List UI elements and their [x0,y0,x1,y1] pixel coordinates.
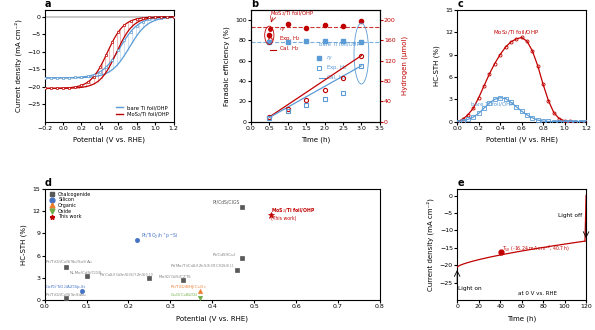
Y-axis label: Current density (mA cm⁻²): Current density (mA cm⁻²) [427,198,434,291]
Y-axis label: Current density (mA cm⁻²): Current density (mA cm⁻²) [14,19,22,112]
Text: Pt/TiO$_2$/n$^+$p$^-$Si: Pt/TiO$_2$/n$^+$p$^-$Si [141,231,178,241]
Text: Pt/CdS/CIGS: Pt/CdS/CIGS [212,200,240,205]
Y-axis label: Faradaic efficiency (%): Faradaic efficiency (%) [223,26,230,106]
Text: $\eta_f$: $\eta_f$ [327,54,334,62]
X-axis label: Potential (V vs. RHE): Potential (V vs. RHE) [176,315,248,321]
X-axis label: Time (h): Time (h) [300,136,330,143]
Text: Pt/TiO$_2$/BHJ/CuO$_x$: Pt/TiO$_2$/BHJ/CuO$_x$ [170,283,207,291]
X-axis label: Potential (V vs. RHE): Potential (V vs. RHE) [486,136,558,143]
Text: CoP$_2$/TiO$_2$/AZO/p-Si: CoP$_2$/TiO$_2$/AZO/p-Si [45,282,86,291]
Y-axis label: HC-STH (%): HC-STH (%) [21,224,27,265]
Text: Cal. H$_2$: Cal. H$_2$ [278,45,299,53]
Text: Pt/TiO$_2$/CdS/SnS/Au: Pt/TiO$_2$/CdS/SnS/Au [45,292,86,299]
Text: Exp. H$_2$: Exp. H$_2$ [327,63,349,72]
Text: Pt/CdS/ICuI: Pt/CdS/ICuI [212,253,235,257]
Legend: Chalcogenide, Silicon, Organic, Oxide, This work: Chalcogenide, Silicon, Organic, Oxide, T… [47,191,92,220]
Text: Light on: Light on [458,286,482,291]
Text: e: e [457,178,464,188]
Text: $\eta_f$: $\eta_f$ [278,25,286,33]
X-axis label: Potential (V vs. RHE): Potential (V vs. RHE) [73,136,145,143]
Text: Cal. H$_2$: Cal. H$_2$ [327,73,347,82]
Text: Pt/Mo/Ti/CdS/(ZnS)$_{0.89}$(CIGS)$_{0.11}$: Pt/Mo/Ti/CdS/(ZnS)$_{0.89}$(CIGS)$_{0.11… [170,263,235,270]
X-axis label: Time (h): Time (h) [507,315,536,321]
Text: at 0 V vs. RHE: at 0 V vs. RHE [518,291,558,296]
Text: d: d [45,178,52,188]
Text: MoS$_2$/Ti foil/OHP: MoS$_2$/Ti foil/OHP [271,207,315,215]
Text: (This work): (This work) [271,216,296,221]
Text: bare Ti foil/OHP: bare Ti foil/OHP [471,101,513,106]
Text: MoS$_2$/Ti foil/OHP: MoS$_2$/Ti foil/OHP [493,28,539,37]
Text: Pt/CdS/(CdInS)$_{0.67}$(ZnS)$_{0.19}$: Pt/CdS/(CdInS)$_{0.67}$(ZnS)$_{0.19}$ [99,272,154,279]
Text: MoS$_2$/Ti foil/OHP: MoS$_2$/Ti foil/OHP [270,9,315,18]
Text: CuO/CuBi$_2$O$_4$: CuO/CuBi$_2$O$_4$ [170,292,199,299]
Text: Ni-Mo/CdS/CIGS: Ni-Mo/CdS/CIGS [70,271,102,275]
Text: bare Ti foil/OHP: bare Ti foil/OHP [319,42,359,47]
Y-axis label: HC-STH (%): HC-STH (%) [433,45,440,86]
Text: c: c [457,0,463,9]
Text: b: b [251,0,258,9]
Text: MoS$_2$/CdS/CZTS: MoS$_2$/CdS/CZTS [158,274,192,281]
Text: Pt/TiO$_2$/CdS/Sb$_2$Se$_3$/Au: Pt/TiO$_2$/CdS/Sb$_2$Se$_3$/Au [45,258,93,266]
Y-axis label: Hydrogen (μmol): Hydrogen (μmol) [401,36,408,95]
Text: $T_{50}$ (-16.24 mA cm$^{-2}$, 40.7 h): $T_{50}$ (-16.24 mA cm$^{-2}$, 40.7 h) [502,244,571,254]
Text: a: a [45,0,51,9]
Text: Exp. H$_2$: Exp. H$_2$ [278,34,300,43]
Legend: bare Ti foil/OHP, MoS₂/Ti foil/OHP: bare Ti foil/OHP, MoS₂/Ti foil/OHP [114,103,171,119]
Text: Light off: Light off [558,213,582,217]
